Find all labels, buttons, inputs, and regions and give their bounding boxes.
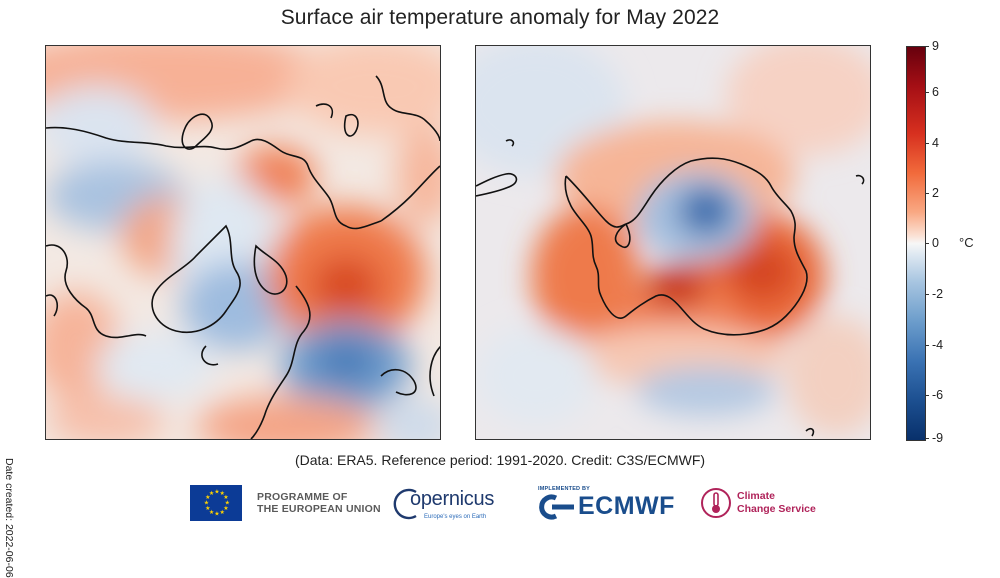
- colorbar-tick-label: 2: [932, 186, 939, 200]
- c3s-line2: Change Service: [737, 503, 816, 515]
- colorbar: [906, 46, 926, 441]
- south-anomaly-map: [476, 46, 870, 439]
- eu-flag-logo: ★ ★ ★ ★ ★ ★ ★ ★ ★ ★ ★ ★: [190, 485, 242, 521]
- svg-text:★: ★: [205, 505, 210, 512]
- eu-text-line1: PROGRAMME OF: [257, 491, 348, 503]
- colorbar-tick-label: 6: [932, 85, 939, 99]
- svg-text:★: ★: [204, 500, 209, 507]
- eu-programme-text: PROGRAMME OF THE EUROPEAN UNION: [257, 491, 381, 515]
- svg-text:★: ★: [209, 509, 214, 516]
- colorbar-tick: [925, 438, 929, 439]
- svg-text:★: ★: [214, 511, 219, 518]
- svg-text:★: ★: [209, 490, 214, 497]
- credit-line: (Data: ERA5. Reference period: 1991-2020…: [294, 452, 706, 468]
- svg-text:★: ★: [223, 505, 228, 512]
- map-panel-south: [475, 45, 871, 440]
- south-coastlines: [476, 139, 865, 437]
- svg-text:★: ★: [205, 494, 210, 501]
- colorbar-tick: [925, 92, 929, 93]
- colorbar-unit: °C: [959, 235, 974, 250]
- ecmwf-wordmark: ECMWF: [578, 492, 675, 520]
- colorbar-tick-label: -4: [932, 338, 944, 352]
- c3s-line1: Climate: [737, 490, 775, 502]
- colorbar-tick: [925, 46, 929, 47]
- thermometer-icon: [700, 486, 732, 520]
- north-anomaly-map: [46, 46, 440, 439]
- copernicus-c-icon: [393, 488, 417, 520]
- colorbar-tick-label: 0: [932, 236, 939, 250]
- svg-text:★: ★: [225, 500, 230, 507]
- figure-title: Surface air temperature anomaly for May …: [280, 6, 720, 29]
- colorbar-tick: [925, 345, 929, 346]
- copernicus-wordmark: opernicus: [410, 488, 495, 510]
- colorbar-tick: [925, 294, 929, 295]
- copernicus-logo: [392, 484, 502, 524]
- map-panel-north: [45, 45, 441, 440]
- ecmwf-c-icon: [538, 494, 578, 520]
- eu-text-line2: THE EUROPEAN UNION: [257, 503, 381, 515]
- ecmwf-implemented-by: IMPLEMENTED BY: [538, 486, 590, 492]
- north-coastlines: [46, 75, 440, 439]
- colorbar-tick-label: -6: [932, 388, 944, 402]
- colorbar-tick-label: 9: [932, 39, 939, 53]
- svg-text:★: ★: [220, 490, 225, 497]
- colorbar-tick-label: 4: [932, 136, 939, 150]
- colorbar-tick: [925, 243, 929, 244]
- svg-text:★: ★: [220, 509, 225, 516]
- colorbar-tick: [925, 193, 929, 194]
- svg-text:★: ★: [214, 489, 219, 496]
- date-created-label: Date created: 2022-06-06: [3, 458, 15, 578]
- c3s-wordmark: Climate Change Service: [737, 490, 816, 516]
- colorbar-tick: [925, 143, 929, 144]
- colorbar-tick-label: -2: [932, 287, 944, 301]
- copernicus-tagline: Europe's eyes on Earth: [424, 514, 487, 520]
- svg-text:★: ★: [223, 494, 228, 501]
- colorbar-tick-label: -9: [932, 431, 944, 445]
- colorbar-tick: [925, 395, 929, 396]
